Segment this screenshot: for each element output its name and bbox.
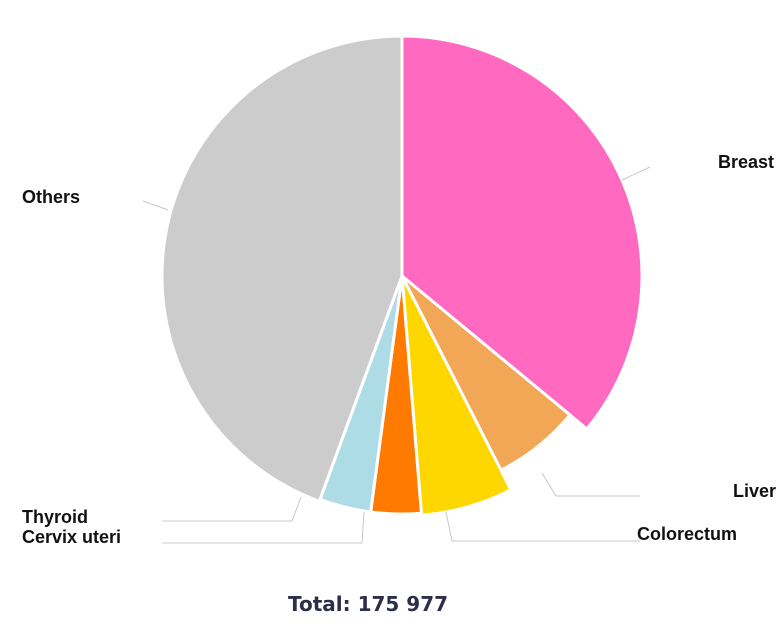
slice-label-breast: Breast bbox=[718, 152, 774, 172]
pie-slice-others bbox=[160, 34, 404, 503]
leader-line-liver bbox=[541, 472, 640, 497]
slice-label-cervix-uteri: Cervix uteri bbox=[22, 527, 121, 547]
slice-label-colorectum: Colorectum bbox=[637, 524, 737, 544]
slice-label-liver: Liver bbox=[733, 481, 776, 501]
slice-label-thyroid: Thyroid bbox=[22, 507, 88, 527]
leader-line-others bbox=[142, 200, 169, 211]
leader-line-breast bbox=[621, 166, 651, 181]
leader-line-cervix-uteri bbox=[162, 511, 365, 544]
leader-line-thyroid bbox=[162, 496, 302, 522]
slice-label-others: Others bbox=[22, 187, 80, 207]
pie-slice-colorectum bbox=[400, 274, 513, 517]
total-label: Total: 175 977 bbox=[287, 592, 449, 616]
leader-line-colorectum bbox=[445, 511, 640, 542]
pie-slice-breast bbox=[400, 34, 644, 431]
